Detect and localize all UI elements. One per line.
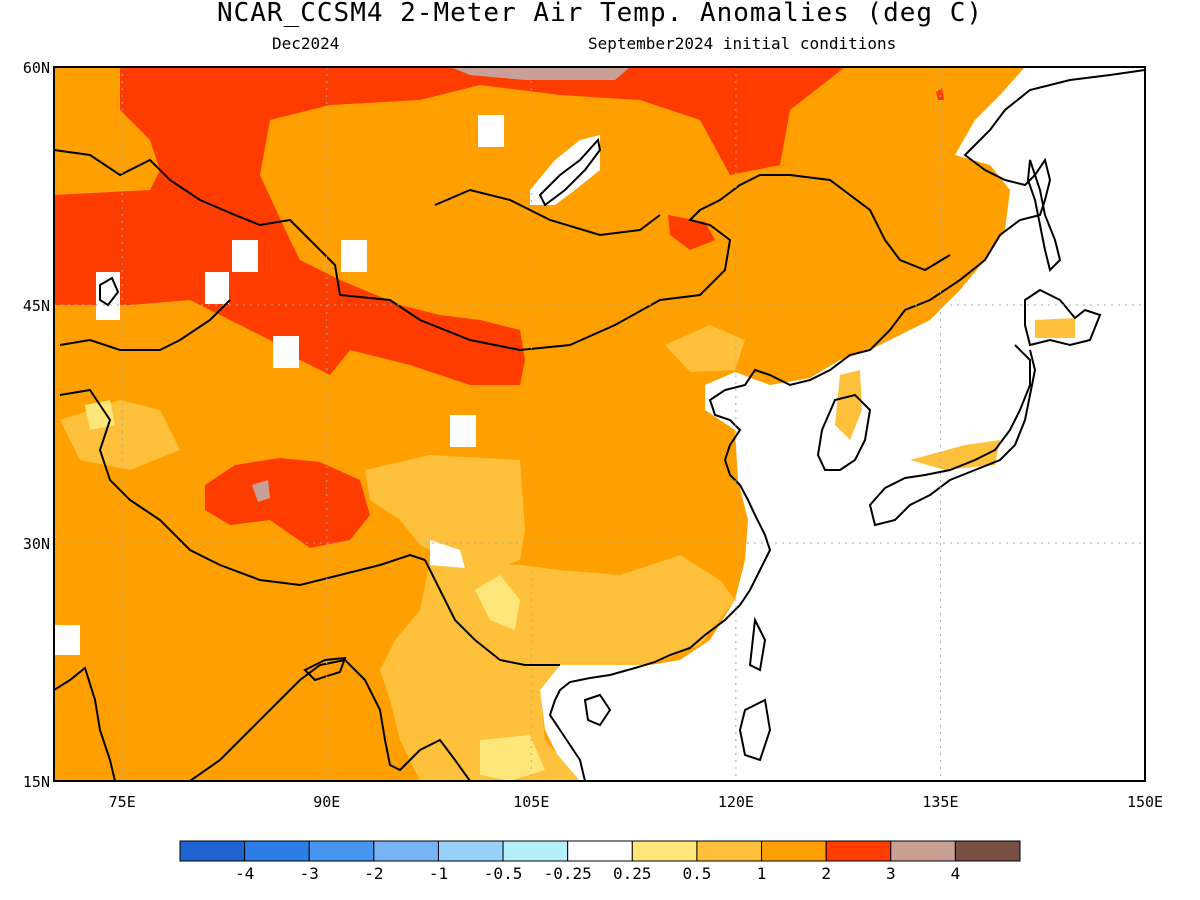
colorbar-label: 4 <box>951 864 961 883</box>
anomaly-region-2-3 <box>205 458 370 548</box>
colorbar-label: 2 <box>821 864 831 883</box>
lake-outline <box>99 276 120 307</box>
anomaly-region-0.25-0.5 <box>480 735 545 781</box>
colorbar-bin <box>179 840 246 862</box>
lat-tick-label: 30N <box>23 535 50 553</box>
colorbar-bin <box>567 840 633 862</box>
masked-cell <box>54 625 80 655</box>
masked-cell <box>273 336 299 368</box>
colorbar-bin <box>308 840 375 862</box>
lat-tick-label: 60N <box>23 59 50 77</box>
colorbar-bin <box>761 840 827 862</box>
masked-cell <box>430 540 465 568</box>
colorbar-label: -0.5 <box>484 864 523 883</box>
coastline <box>1026 159 1062 272</box>
axis-ticks: 60N 45N 30N 15N 75E 90E 105E 120E 135E 150E <box>23 59 1163 811</box>
colorbar-bin <box>373 840 439 862</box>
anomaly-region-1-2 <box>54 67 1025 781</box>
map-title: NCAR_CCSM4 2-Meter Air Temp. Anomalies (… <box>216 0 984 28</box>
valid-month-label: Dec2024 <box>272 34 340 53</box>
anomaly-region-0.25-0.5 <box>475 575 520 630</box>
lon-tick-label: 135E <box>922 793 958 811</box>
anomaly-region-0.5-1 <box>665 325 745 372</box>
coastline <box>189 658 471 781</box>
colorbar-bin <box>244 840 310 862</box>
colorbar-label: -1 <box>429 864 448 883</box>
colorbar-bin <box>890 840 956 862</box>
coastline <box>748 616 767 672</box>
country-border <box>54 149 951 352</box>
masked-cell <box>341 240 367 272</box>
anomaly-region-3-4 <box>450 67 630 80</box>
colorbar-label: 0.25 <box>613 864 652 883</box>
lake-outline <box>538 137 602 207</box>
colorbar: -4 -3 -2 -1 -0.5 -0.25 0.25 0.5 1 2 3 4 <box>179 840 1021 883</box>
country-border <box>59 388 426 587</box>
coastline <box>738 698 772 762</box>
anomaly-region-0.5-1 <box>1035 318 1075 338</box>
colorbar-bin <box>696 840 763 862</box>
lon-tick-label: 90E <box>313 793 340 811</box>
anomaly-region-0.5-1 <box>835 370 862 440</box>
country-border <box>59 299 231 351</box>
anomaly-region-0.5-1 <box>910 440 1000 470</box>
map-frame <box>53 66 1146 782</box>
coastline <box>54 666 116 781</box>
anomaly-region-0.5-1 <box>380 555 735 781</box>
lon-tick-label: 75E <box>109 793 136 811</box>
anomaly-region-0.5-1 <box>365 455 525 575</box>
lat-tick-label: 15N <box>23 773 50 791</box>
colorbar-bin <box>954 840 1021 862</box>
anomaly-region-3-4 <box>252 480 270 502</box>
coastline <box>1024 288 1102 347</box>
lake-outline <box>303 656 347 682</box>
masked-cell <box>478 115 504 147</box>
init-conditions-label: September2024 initial conditions <box>588 34 897 53</box>
colorbar-bin <box>825 840 892 862</box>
colorbar-label: -0.25 <box>544 864 592 883</box>
coastline <box>583 693 612 727</box>
colorbar-label: -3 <box>300 864 319 883</box>
coastline <box>868 344 1037 527</box>
coastlines-borders <box>54 69 1145 781</box>
masked-cell <box>450 415 476 447</box>
colorbar-bin <box>502 840 569 862</box>
lat-tick-label: 45N <box>23 297 50 315</box>
lon-tick-label: 150E <box>1127 793 1163 811</box>
country-border <box>434 188 661 237</box>
masked-cell <box>205 272 229 304</box>
colorbar-bin <box>631 840 698 862</box>
lon-tick-label: 105E <box>513 793 549 811</box>
anomaly-region-2-3 <box>936 88 944 100</box>
masked-cell <box>232 240 258 272</box>
colorbar-label: -2 <box>364 864 383 883</box>
colorbar-bin <box>437 840 504 862</box>
colorbar-label: 0.5 <box>682 864 711 883</box>
anomaly-field <box>54 67 1145 781</box>
country-border <box>424 559 560 666</box>
colorbar-label: 1 <box>757 864 767 883</box>
coastline <box>816 393 872 471</box>
anomaly-region-0.25-0.5 <box>85 400 115 430</box>
map-gridlines <box>54 67 1145 781</box>
colorbar-label: -4 <box>235 864 254 883</box>
lon-tick-label: 120E <box>718 793 754 811</box>
colorbar-label: 3 <box>886 864 896 883</box>
